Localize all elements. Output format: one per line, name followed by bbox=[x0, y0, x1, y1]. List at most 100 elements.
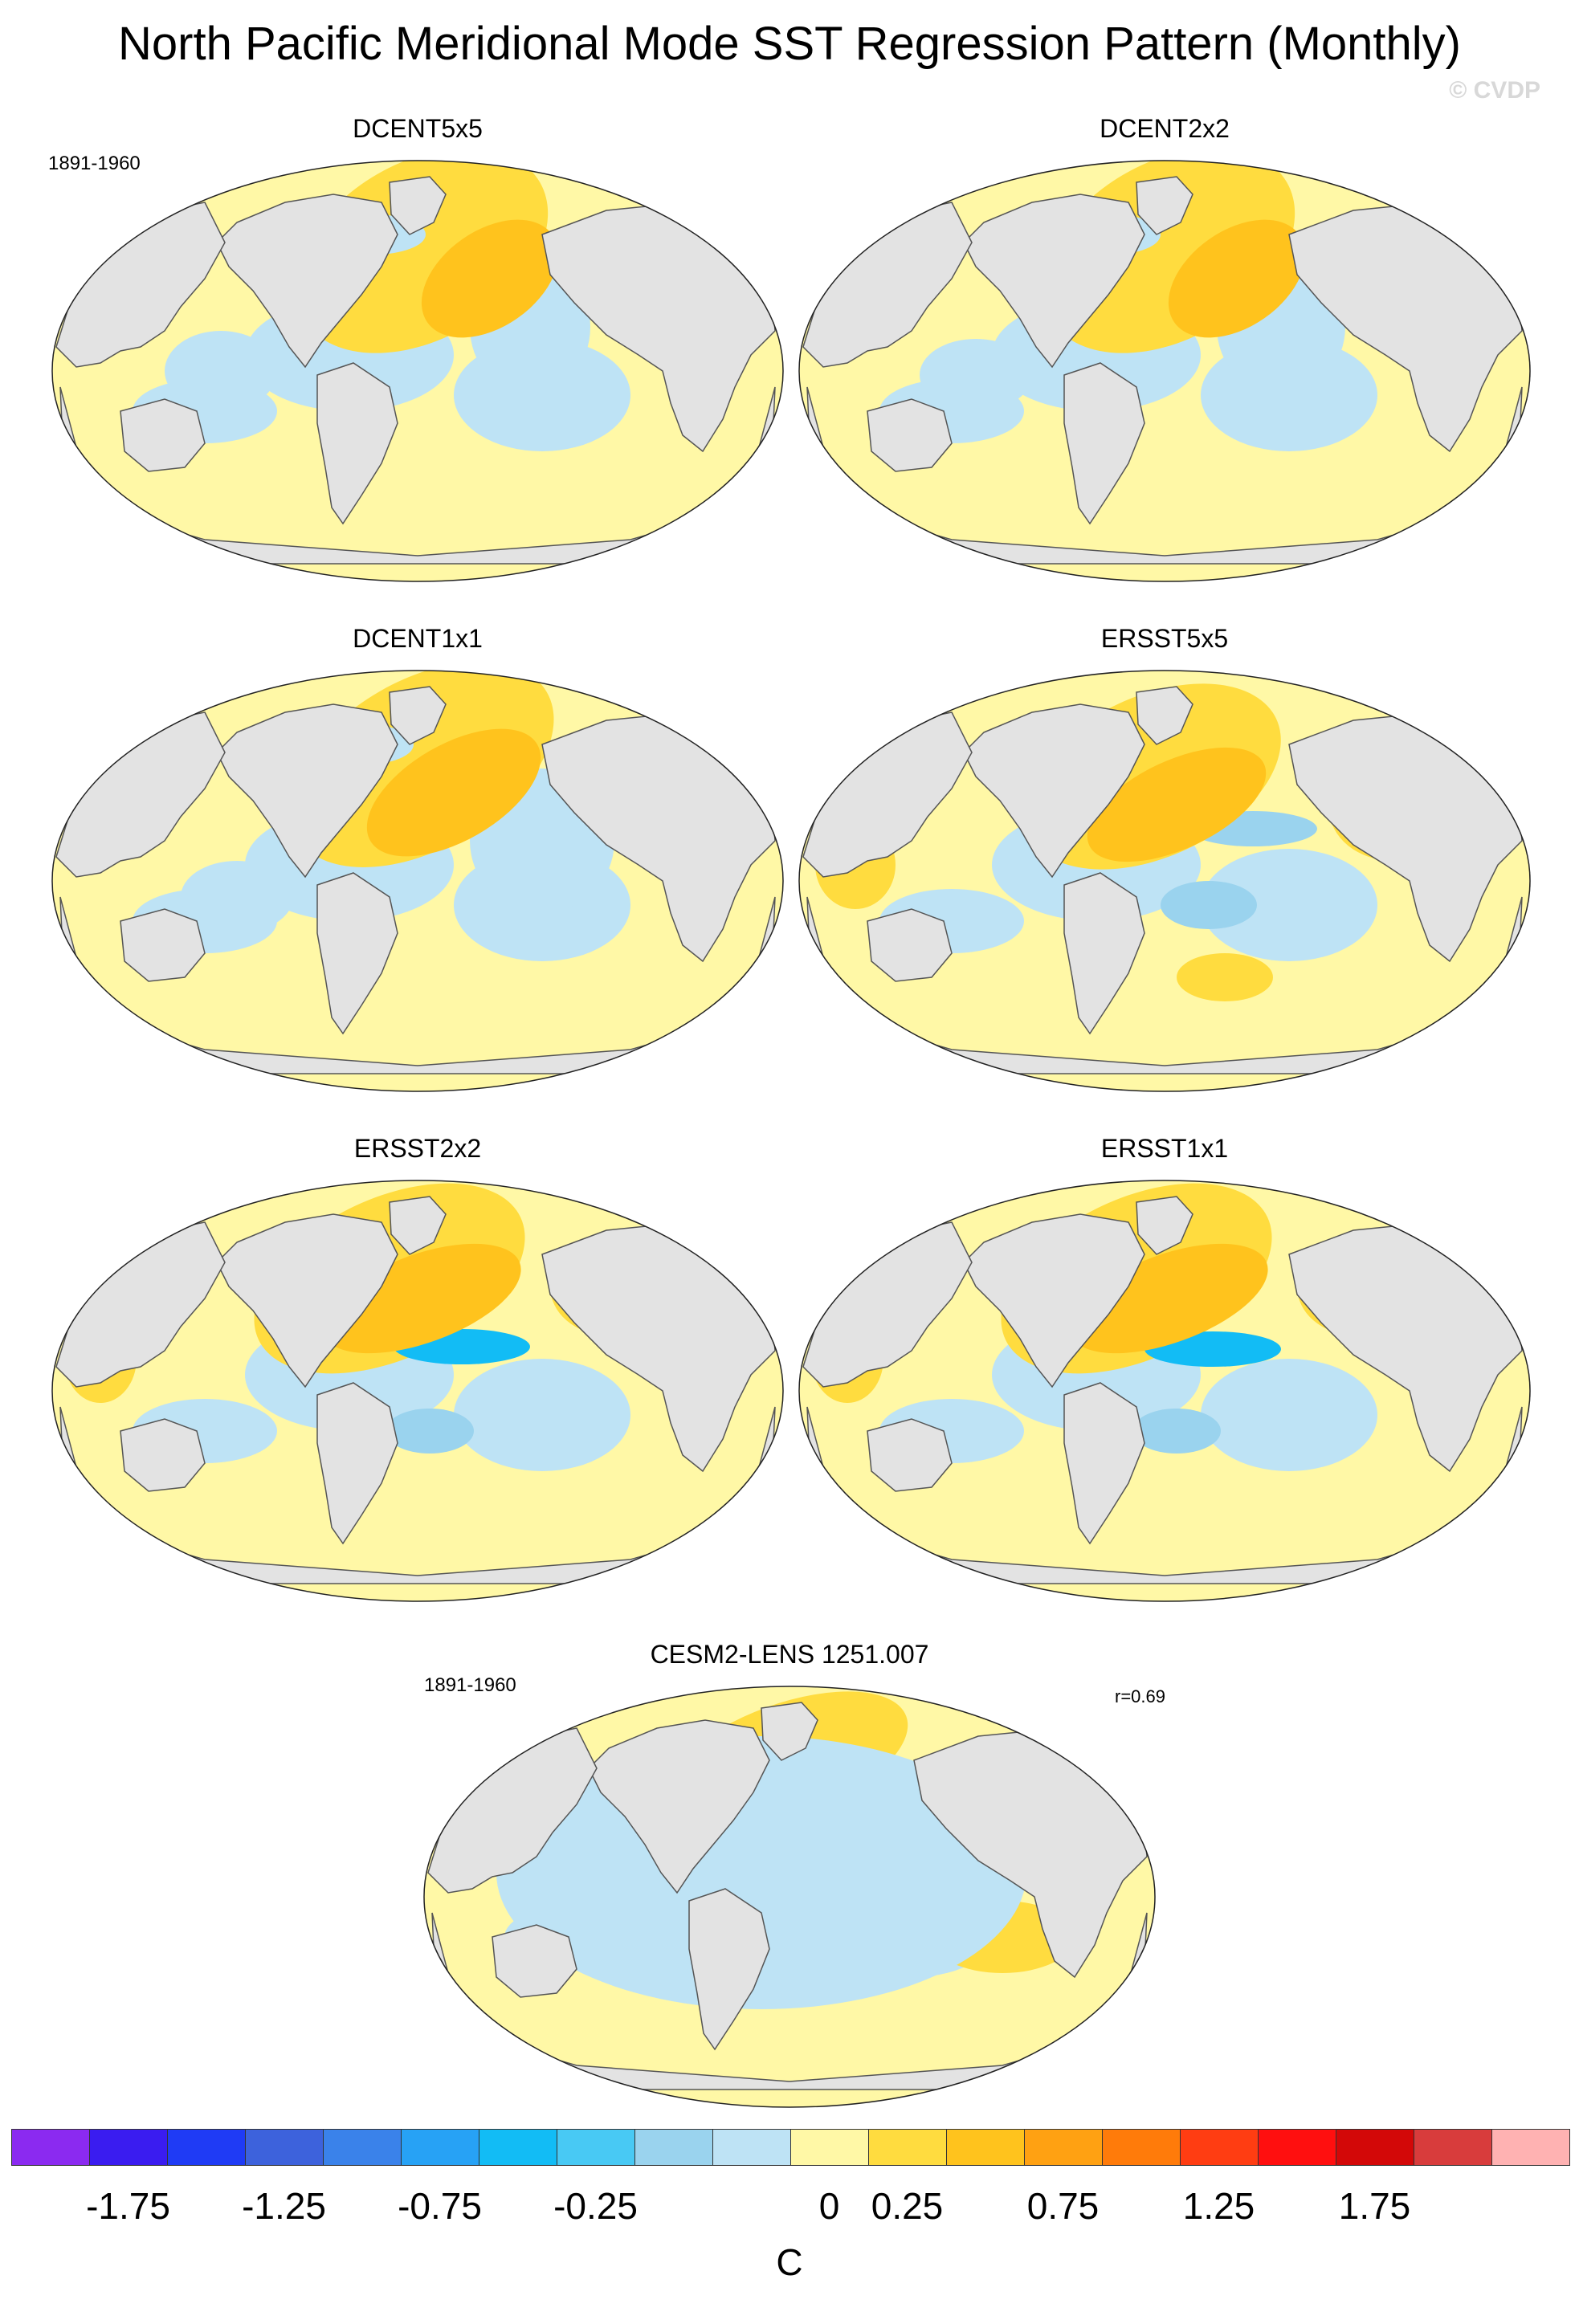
landmass bbox=[1063, 1382, 1145, 1545]
globe-outline bbox=[798, 1180, 1531, 1602]
globe-outline bbox=[798, 160, 1531, 582]
sst-anomaly-negative bbox=[454, 1359, 630, 1471]
panel-title: ERSST1x1 bbox=[1100, 1134, 1229, 1163]
period-label: 1891-1960 bbox=[424, 1674, 516, 1696]
world-map-sst bbox=[51, 160, 784, 582]
figure-title: North Pacific Meridional Mode SST Regres… bbox=[118, 18, 1461, 70]
sst-anomaly-patch bbox=[386, 1409, 474, 1454]
landmass bbox=[216, 1213, 398, 1388]
map-panel-dcent1x1: DCENT1x1 bbox=[44, 622, 791, 1104]
landmass bbox=[120, 908, 206, 982]
sst-anomaly-patch bbox=[421, 219, 559, 338]
globe-outline bbox=[423, 1686, 1156, 2108]
landmass bbox=[1136, 686, 1193, 745]
period-label: 1891-1960 bbox=[48, 153, 141, 174]
colorbar-box bbox=[323, 2129, 402, 2166]
colorbar-tick-label: -1.75 bbox=[86, 2185, 170, 2227]
colorbar-tick-label: 1.75 bbox=[1338, 2185, 1411, 2227]
credit-watermark: © CVDP bbox=[1449, 77, 1540, 104]
landmass bbox=[963, 194, 1145, 369]
sst-anomaly-patch bbox=[1168, 219, 1306, 338]
landmass bbox=[120, 398, 206, 472]
sst-anomaly-patch bbox=[920, 339, 1032, 411]
world-map-sst bbox=[798, 160, 1531, 582]
colorbar-box bbox=[1180, 2129, 1259, 2166]
colorbar-box bbox=[479, 2129, 557, 2166]
landmass bbox=[1136, 1196, 1193, 1255]
colorbar-box bbox=[634, 2129, 713, 2166]
landmass bbox=[389, 1196, 447, 1255]
colorbar-tick-label: -0.25 bbox=[553, 2185, 638, 2227]
colorbar-tick-label: 0.25 bbox=[871, 2185, 944, 2227]
panel-title: ERSST5x5 bbox=[1100, 624, 1229, 653]
landmass bbox=[120, 1418, 206, 1492]
globe-outline bbox=[51, 1180, 784, 1602]
landmass bbox=[761, 1702, 818, 1761]
landmass bbox=[389, 176, 447, 235]
sst-anomaly-negative bbox=[1201, 849, 1377, 961]
colorbar-box bbox=[1102, 2129, 1181, 2166]
map-panel-dcent2x2: DCENT2x2 bbox=[791, 112, 1538, 594]
colorbar-box bbox=[557, 2129, 635, 2166]
sst-anomaly-patch bbox=[1132, 1409, 1221, 1454]
sst-anomaly-patch bbox=[165, 331, 277, 411]
world-map-sst bbox=[423, 1686, 1156, 2108]
colorbar-box bbox=[245, 2129, 324, 2166]
landmass bbox=[1063, 362, 1145, 525]
landmass bbox=[216, 194, 398, 369]
panel-title: ERSST2x2 bbox=[353, 1134, 482, 1163]
landmass bbox=[216, 703, 398, 879]
landmass bbox=[588, 1719, 770, 1894]
colorbar-tick-label: 1.25 bbox=[1182, 2185, 1255, 2227]
globe-outline bbox=[51, 160, 784, 582]
map-panel-ersst1x1: ERSST1x1 bbox=[791, 1132, 1538, 1614]
colorbar-box bbox=[790, 2129, 869, 2166]
landmass bbox=[316, 872, 398, 1035]
sst-anomaly-patch bbox=[366, 728, 541, 857]
colorbar-box bbox=[401, 2129, 479, 2166]
colorbar-tick-label: 0.75 bbox=[1026, 2185, 1100, 2227]
map-panel-ersst5x5: ERSST5x5 bbox=[791, 622, 1538, 1104]
landmass bbox=[867, 1418, 953, 1492]
world-map-sst bbox=[51, 1180, 784, 1602]
landmass bbox=[963, 703, 1145, 879]
colorbar-box bbox=[11, 2129, 90, 2166]
sst-anomaly-patch bbox=[1161, 881, 1257, 929]
landmass bbox=[867, 398, 953, 472]
landmass bbox=[867, 908, 953, 982]
colorbar-tick-label: -0.75 bbox=[398, 2185, 482, 2227]
panel-title: DCENT2x2 bbox=[1100, 114, 1230, 143]
map-panel-ersst2x2: ERSST2x2 bbox=[44, 1132, 791, 1614]
colorbar-box bbox=[712, 2129, 791, 2166]
sst-anomaly-patch bbox=[181, 861, 293, 933]
landmass bbox=[316, 1382, 398, 1545]
colorbar-box bbox=[167, 2129, 246, 2166]
panel-title: CESM2-LENS 1251.007 bbox=[650, 1640, 929, 1669]
landmass bbox=[316, 362, 398, 525]
colorbar-units: C bbox=[776, 2241, 803, 2283]
sst-anomaly-patch bbox=[322, 1243, 521, 1354]
colorbar-tick-label: 0 bbox=[818, 2185, 840, 2227]
map-panel-cesm2-lens: CESM2-LENS 1251.007 bbox=[416, 1638, 1163, 2120]
colorbar-box bbox=[1491, 2129, 1570, 2166]
landmass bbox=[389, 686, 447, 745]
colorbar bbox=[11, 2129, 1570, 2167]
landmass bbox=[963, 1213, 1145, 1388]
sst-anomaly-negative bbox=[1201, 1359, 1377, 1471]
colorbar-box bbox=[946, 2129, 1025, 2166]
globe-outline bbox=[51, 670, 784, 1092]
sst-anomaly-patch bbox=[1069, 1243, 1268, 1354]
correlation-label: r=0.69 bbox=[1115, 1686, 1165, 1706]
colorbar-box bbox=[1336, 2129, 1414, 2166]
colorbar-box bbox=[868, 2129, 947, 2166]
landmass bbox=[1063, 872, 1145, 1035]
landmass bbox=[688, 1888, 770, 2051]
colorbar-tick-label: -1.25 bbox=[242, 2185, 326, 2227]
colorbar-box bbox=[1414, 2129, 1492, 2166]
world-map-sst bbox=[51, 670, 784, 1092]
world-map-sst bbox=[798, 1180, 1531, 1602]
sst-anomaly-patch bbox=[1087, 747, 1267, 862]
globe-outline bbox=[798, 670, 1531, 1092]
colorbar-box bbox=[1024, 2129, 1103, 2166]
colorbar-box bbox=[89, 2129, 168, 2166]
